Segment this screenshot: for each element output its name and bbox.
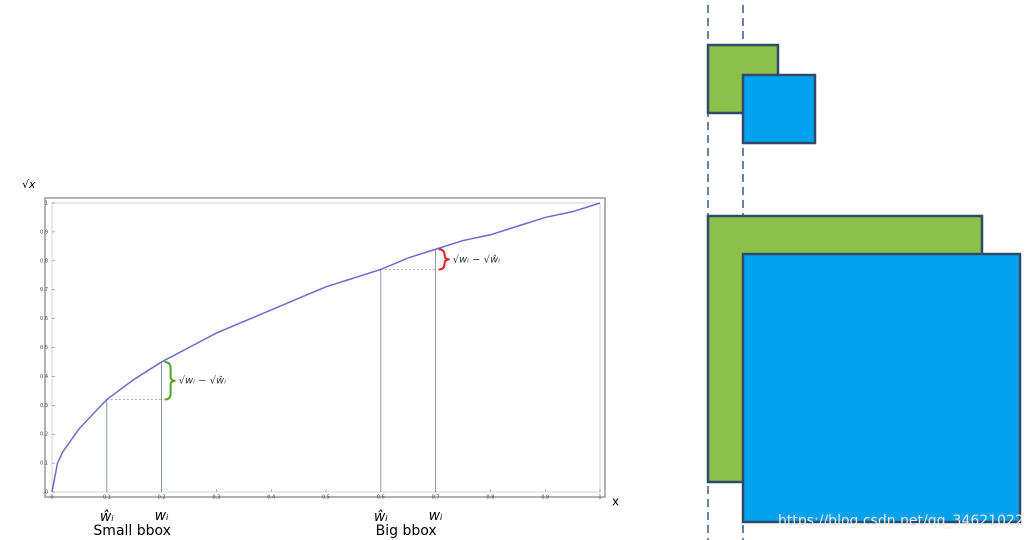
difference-label: √wᵢ − √ŵᵢ [179, 375, 227, 387]
pred-label: ŵᵢ [100, 509, 114, 525]
difference-brace [164, 360, 176, 401]
y-tick-label: 1 [45, 201, 48, 207]
true-label: wᵢ [155, 508, 169, 524]
x-tick-label: 0.7 [432, 495, 440, 501]
plot-frame [44, 197, 606, 498]
difference-brace [438, 248, 450, 271]
boxes-diagram [706, 5, 1022, 540]
y-tick-label: 0.2 [40, 432, 48, 438]
x-tick-label: 0.2 [158, 495, 166, 501]
watermark: https://blog.csdn.net/qq_34621022 [778, 513, 1024, 529]
x-tick-label: 0.5 [322, 495, 330, 501]
y-tick-label: 0.5 [40, 345, 48, 351]
difference-label: √wᵢ − √ŵᵢ [453, 253, 501, 265]
x-tick-label: 0.9 [541, 495, 549, 501]
y-tick-label: 0.3 [40, 403, 48, 409]
x-tick-label: 0.8 [486, 495, 494, 501]
true-label: wᵢ [429, 508, 443, 524]
y-tick-label: 0 [45, 490, 48, 496]
small-pred-box [741, 73, 817, 145]
y-tick-label: 0.7 [40, 287, 48, 293]
x-tick-label: 0.6 [377, 495, 385, 501]
y-tick-label: 0.1 [40, 461, 48, 467]
x-tick-label: 1 [598, 495, 601, 501]
x-tick-label: 0.4 [267, 495, 275, 501]
x-tick-label: 0.1 [103, 495, 111, 501]
x-tick-label: 0 [50, 495, 53, 501]
x-tick-label: 0.3 [212, 495, 220, 501]
pair-label: Big bbox [376, 523, 437, 539]
x-axis-label: x [612, 495, 619, 509]
y-tick-label: 0.9 [40, 229, 48, 235]
y-tick-label: 0.8 [40, 258, 48, 264]
curve [51, 202, 601, 493]
axes-box [51, 202, 601, 493]
y-axis-label: √x [22, 178, 36, 191]
y-tick-label: 0.6 [40, 316, 48, 322]
big-pred-box [741, 252, 1022, 524]
pair-label: Small bbox [93, 523, 171, 539]
y-tick-label: 0.4 [40, 374, 48, 380]
pred-label: ŵᵢ [374, 509, 388, 525]
